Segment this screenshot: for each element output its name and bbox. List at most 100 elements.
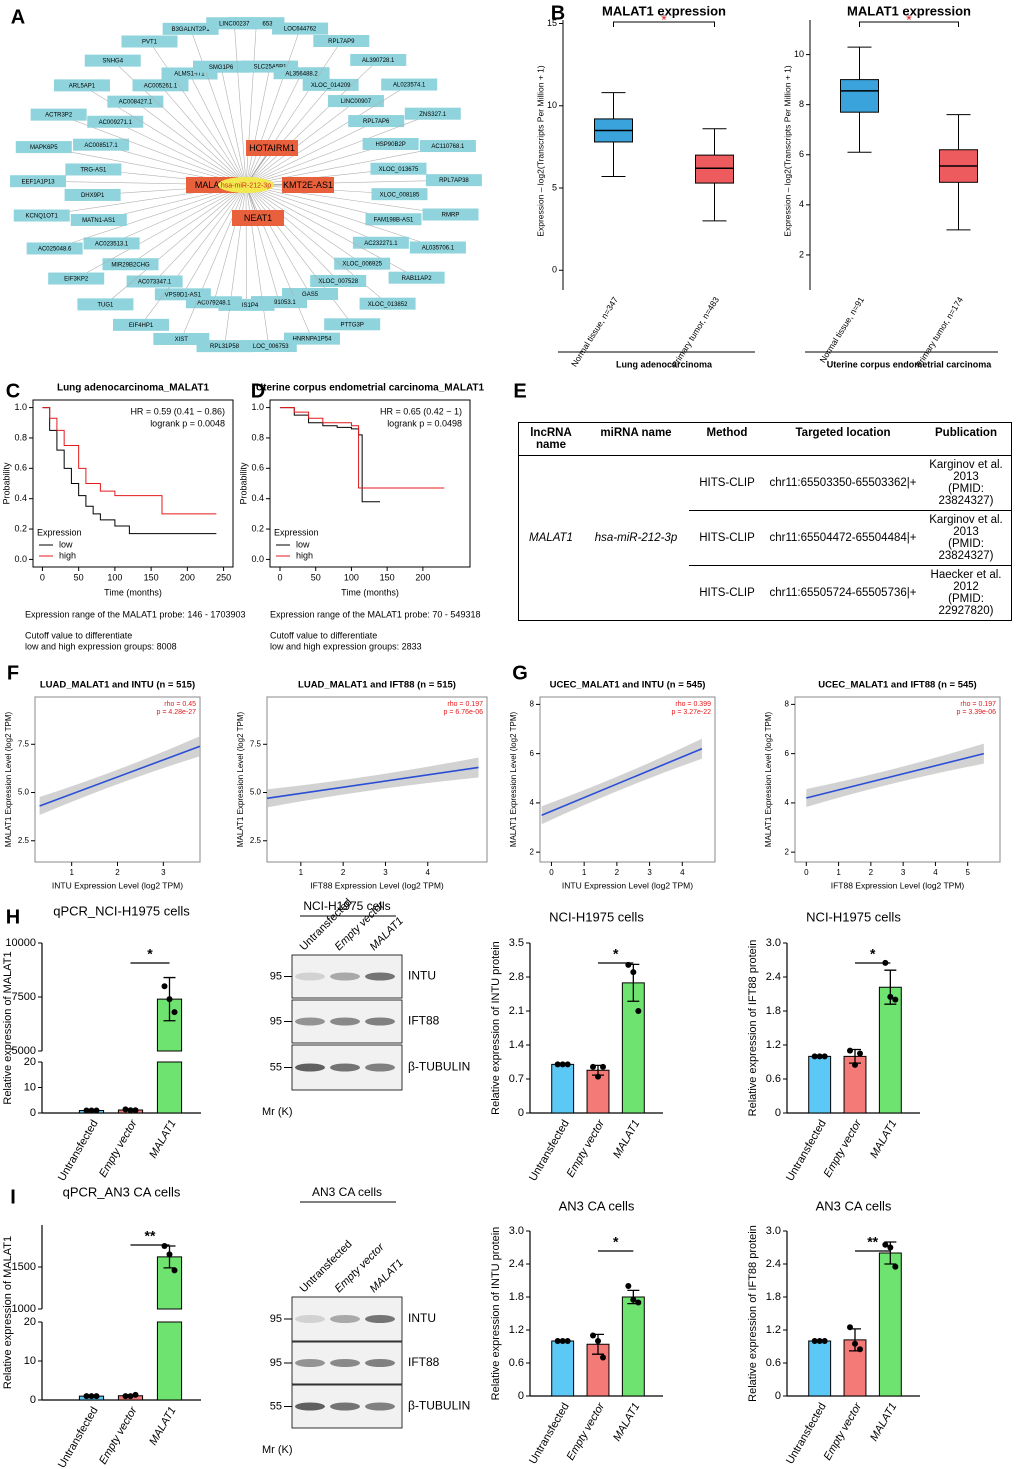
target-label: RPL31P58	[210, 344, 240, 350]
target-label: AC008517.1	[84, 143, 118, 149]
target-table: lncRNA name miRNA name Method Targeted l…	[518, 422, 1012, 621]
y-tick-label: 20	[24, 1316, 36, 1328]
x-axis-label: Time (months)	[341, 587, 399, 597]
significance-bracket	[613, 21, 715, 27]
significance-bracket	[859, 21, 959, 27]
blot-band	[365, 1402, 395, 1411]
y-tick-label: 0.4	[251, 493, 264, 503]
blot-band	[330, 1315, 360, 1323]
mw-marker: 95	[270, 1357, 282, 1369]
target-node	[132, 79, 189, 92]
target-label: XLOC_006753	[249, 344, 289, 350]
edge	[181, 184, 247, 340]
target-node	[272, 22, 329, 35]
target-label: RPL7AP38	[439, 178, 469, 184]
mr-label: Mr (K)	[262, 1444, 293, 1456]
target-label: EIF4HP1	[129, 323, 154, 329]
target-node	[162, 22, 219, 35]
y-tick-label: 3.0	[509, 1225, 524, 1237]
x-tick-label: 3	[901, 868, 906, 877]
edge	[245, 84, 331, 186]
chart-title: Lung adenocarcinoma_MALAT1	[57, 383, 209, 394]
logrank-label: logrank p = 0.0498	[387, 418, 462, 428]
x-tick-label: 3	[383, 868, 388, 877]
data-point	[821, 1053, 828, 1060]
lncrna-label: KMT2E-AS1	[283, 180, 333, 190]
y-tick-label: 8	[785, 699, 790, 708]
chart-title: NCI-H1975 cells	[806, 909, 901, 924]
x-tick-label: 0	[40, 572, 45, 582]
target-node	[310, 274, 367, 287]
target-label: RPL7AP9	[328, 39, 355, 45]
y-tick-label: 0	[518, 1390, 524, 1402]
target-label: B3GALNT2P1	[172, 27, 211, 33]
edge	[182, 184, 247, 295]
cell: HITS-CLIP	[689, 455, 765, 511]
y-axis-label: Relative expression of MALAT1	[2, 1236, 14, 1389]
y-tick-label: 7500	[12, 991, 36, 1003]
blot-band	[295, 972, 325, 981]
cell-line: (PMID: 23824327)	[938, 538, 994, 562]
x-tick-label: 0	[277, 572, 282, 582]
target-label: AL035706.1	[422, 246, 455, 252]
edge	[135, 101, 247, 186]
target-label: XLOC_006925	[342, 262, 382, 268]
survival-curve	[42, 407, 217, 535]
target-node	[283, 332, 340, 345]
x-tick-label: 2	[869, 868, 874, 877]
target-node	[273, 67, 330, 80]
target-label: SLC25A5P1	[253, 65, 287, 71]
edge	[245, 120, 377, 186]
mw-marker: 95	[270, 1015, 282, 1027]
x-tick-label: 0	[549, 868, 554, 877]
legend-title: Expression	[274, 527, 319, 537]
y-tick-label: 0.8	[14, 432, 27, 442]
blot-band	[295, 1359, 325, 1367]
edge	[233, 23, 247, 186]
data-point	[847, 1324, 853, 1331]
bar	[808, 1340, 832, 1397]
bar	[551, 1063, 575, 1114]
data-point	[132, 1107, 139, 1114]
mw-marker: 55	[270, 1400, 282, 1412]
note: low and high expression groups: 8008	[25, 641, 177, 651]
target-node	[53, 79, 110, 92]
y-axis-label: Expression – log2(Transcripts Per Millio…	[782, 65, 792, 237]
y-tick-label: 8	[530, 699, 535, 708]
data-point	[590, 1332, 596, 1339]
edge	[245, 184, 280, 303]
plot-frame	[32, 399, 234, 568]
stat-label: rho = 0.399	[675, 701, 711, 708]
x-tick-label: 1	[69, 868, 74, 877]
y-axis-label: Relative expression of IFT88 protein	[747, 1225, 759, 1402]
edge	[245, 184, 363, 264]
edge	[149, 41, 247, 186]
survival-curve	[280, 407, 380, 503]
x-tick-label: Empty vector	[822, 1400, 865, 1463]
target-node	[422, 208, 479, 221]
data-point	[161, 983, 168, 990]
data-point	[166, 1251, 173, 1258]
target-label: AC009271.1	[99, 120, 133, 126]
note: Cutoff value to differentiate	[25, 630, 132, 640]
x-tick-label: 1	[582, 868, 587, 877]
cell-line: (PMID: 23824327)	[938, 483, 994, 507]
fit-line	[266, 766, 479, 800]
target-node	[419, 140, 476, 153]
y-tick-label: 3.0	[766, 1225, 781, 1237]
blot-band	[330, 1359, 360, 1367]
target-node	[348, 115, 405, 128]
data-point	[554, 1061, 561, 1068]
edge	[245, 23, 257, 186]
table-header: lncRNA name miRNA name Method Targeted l…	[518, 422, 1012, 456]
y-tick-label: 0	[775, 1107, 781, 1119]
panel-label: I	[10, 1186, 16, 1208]
y-axis-label: MALAT1 Expression Level (log2 TPM)	[4, 712, 13, 848]
cell: HITS-CLIP	[699, 587, 755, 599]
significance-label: *	[661, 12, 667, 28]
edge	[220, 66, 247, 186]
band-label: IFT88	[408, 1355, 440, 1369]
x-tick-label: Primary tumor, n=483	[669, 295, 721, 370]
target-label: XLOC_014209	[311, 83, 351, 89]
stat-label: rho = 0.197	[960, 701, 996, 708]
